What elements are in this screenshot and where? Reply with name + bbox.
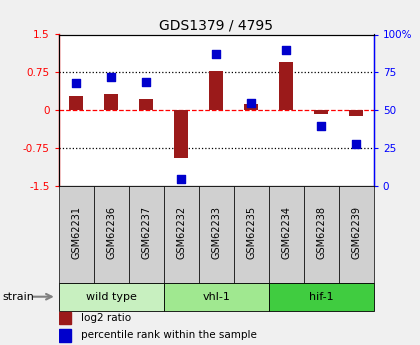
Text: wild type: wild type [86, 292, 137, 302]
Text: GSM62235: GSM62235 [246, 206, 256, 259]
Text: vhl-1: vhl-1 [202, 292, 230, 302]
Point [108, 74, 115, 80]
Bar [59, 312, 71, 324]
Text: percentile rank within the sample: percentile rank within the sample [81, 331, 257, 340]
Bar [209, 71, 223, 110]
Point [143, 79, 150, 84]
Point [73, 80, 80, 86]
Text: GSM62236: GSM62236 [106, 206, 116, 259]
Bar [139, 99, 153, 110]
Bar [94, 186, 129, 283]
Bar [269, 186, 304, 283]
Text: GSM62239: GSM62239 [351, 206, 361, 259]
Bar [69, 96, 83, 110]
Bar [174, 110, 188, 158]
Text: GSM62233: GSM62233 [211, 206, 221, 259]
Point [248, 100, 255, 106]
Bar [314, 110, 328, 115]
Bar [279, 62, 293, 110]
Text: GSM62232: GSM62232 [176, 206, 186, 259]
Bar [129, 186, 164, 283]
Text: GDS1379 / 4795: GDS1379 / 4795 [159, 19, 273, 33]
Point [318, 123, 325, 128]
Bar [244, 104, 258, 110]
Bar [349, 110, 363, 117]
Bar [59, 329, 71, 342]
Bar [269, 283, 374, 310]
Bar [339, 186, 374, 283]
Point [283, 47, 290, 52]
Bar [234, 186, 269, 283]
Bar [164, 186, 199, 283]
Text: strain: strain [2, 292, 34, 302]
Point [213, 51, 220, 57]
Text: GSM62238: GSM62238 [316, 206, 326, 259]
Point [353, 141, 360, 147]
Bar [104, 94, 118, 110]
Text: log2 ratio: log2 ratio [81, 313, 131, 323]
Bar [59, 186, 94, 283]
Text: GSM62234: GSM62234 [281, 206, 291, 259]
Text: GSM62231: GSM62231 [71, 206, 81, 259]
Bar [304, 186, 339, 283]
Point [178, 176, 185, 181]
Bar [199, 186, 234, 283]
Bar [164, 283, 269, 310]
Text: hif-1: hif-1 [309, 292, 333, 302]
Bar [59, 283, 164, 310]
Text: GSM62237: GSM62237 [141, 206, 151, 259]
